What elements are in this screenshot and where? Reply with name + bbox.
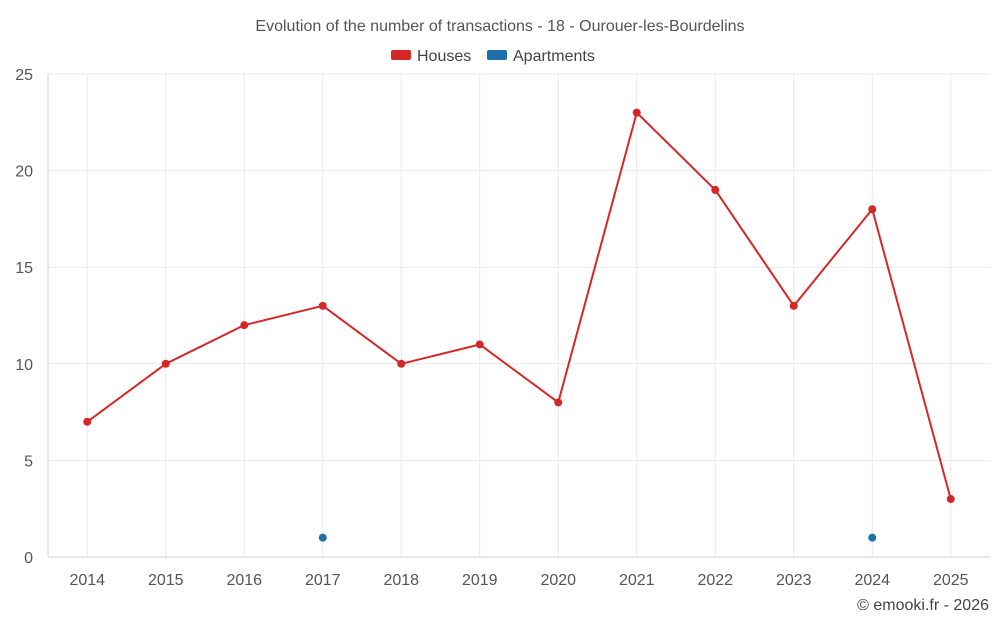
series-apartments <box>318 533 877 542</box>
data-point-apartments[interactable] <box>868 533 877 542</box>
legend-item-apartments[interactable]: Apartments <box>487 48 595 65</box>
data-point-apartments[interactable] <box>318 533 327 542</box>
x-tick-label: 2022 <box>697 572 733 589</box>
series-line-segment-houses <box>636 111 716 191</box>
x-tick-label: 2014 <box>69 572 105 589</box>
x-tick-label: 2025 <box>933 572 969 589</box>
series-line-segment-houses <box>86 362 167 423</box>
y-tick-label: 15 <box>15 260 33 277</box>
chart-title: Evolution of the number of transactions … <box>255 18 744 35</box>
data-point-houses[interactable] <box>632 108 641 117</box>
y-tick-label: 5 <box>24 453 33 470</box>
series-line-segment-houses <box>244 304 323 327</box>
y-tick-label: 20 <box>15 164 33 181</box>
data-point-houses[interactable] <box>711 185 720 194</box>
legend-item-houses[interactable]: Houses <box>391 48 471 65</box>
data-point-houses[interactable] <box>397 359 406 368</box>
series-line-segment-houses <box>557 112 638 403</box>
y-tick-label: 25 <box>15 67 33 84</box>
legend-label-houses: Houses <box>417 48 471 65</box>
grid <box>48 73 990 557</box>
x-tick-label: 2020 <box>540 572 576 589</box>
credit-text: © emooki.fr - 2026 <box>857 597 989 614</box>
data-point-houses[interactable] <box>475 340 484 349</box>
x-tick-label: 2021 <box>619 572 655 589</box>
data-point-houses[interactable] <box>946 495 955 504</box>
x-tick-label: 2015 <box>148 572 184 589</box>
x-tick-label: 2018 <box>383 572 419 589</box>
y-tick-label: 0 <box>24 550 33 567</box>
x-tick-label: 2024 <box>854 572 890 589</box>
series-houses <box>83 108 955 504</box>
series <box>83 108 955 542</box>
data-point-houses[interactable] <box>83 417 92 426</box>
legend-swatch-apartments <box>487 50 507 60</box>
data-point-houses[interactable] <box>318 301 327 310</box>
x-tick-label: 2017 <box>305 572 341 589</box>
x-tick-label: 2019 <box>462 572 498 589</box>
series-line-segment-houses <box>401 343 480 365</box>
series-line-segment-houses <box>479 343 559 404</box>
legend-swatch-houses <box>391 50 411 60</box>
y-tick-label: 10 <box>15 357 33 374</box>
legend-label-apartments: Apartments <box>513 48 595 65</box>
data-point-houses[interactable] <box>554 398 563 407</box>
series-line-segment-houses <box>792 208 874 307</box>
x-tick-label: 2023 <box>776 572 812 589</box>
series-line-segment-houses <box>165 324 245 365</box>
legend: Houses Apartments <box>391 48 595 65</box>
series-line-segment-houses <box>871 208 952 500</box>
data-point-houses[interactable] <box>161 359 170 368</box>
series-line-segment-houses <box>714 189 795 307</box>
data-point-houses[interactable] <box>240 321 249 330</box>
x-tick-label: 2016 <box>226 572 262 589</box>
series-line-segment-houses <box>322 305 402 365</box>
data-point-houses[interactable] <box>789 301 798 310</box>
data-point-houses[interactable] <box>868 205 877 214</box>
